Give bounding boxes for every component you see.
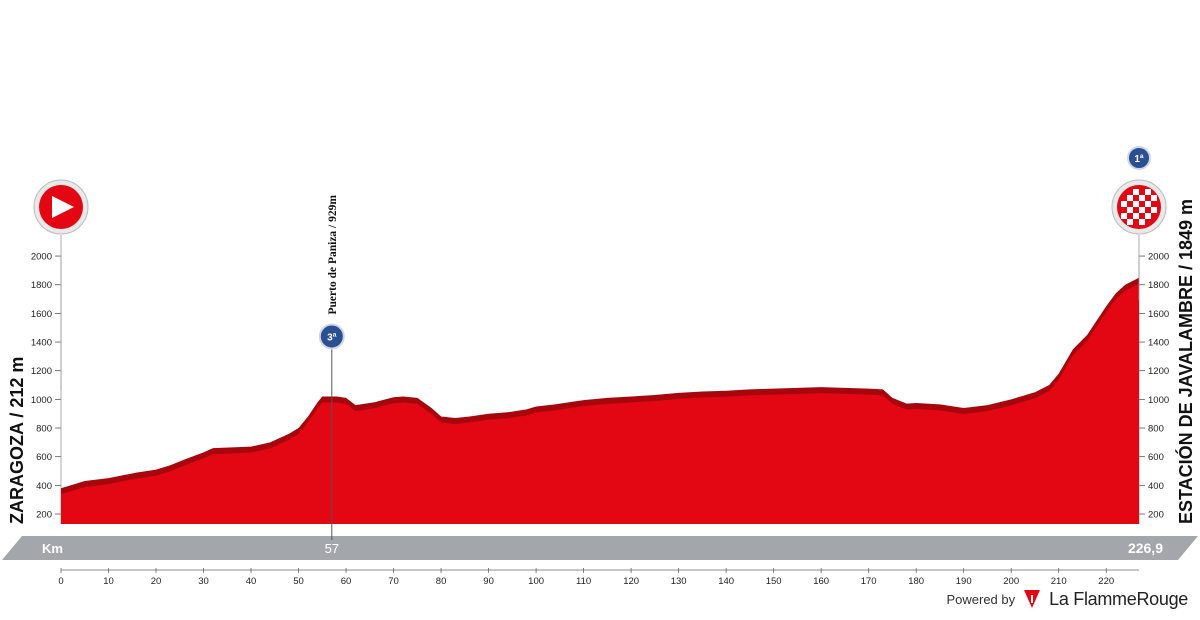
x-tick-label: 210 <box>1051 576 1067 587</box>
finish-checker-cell <box>1139 207 1145 213</box>
powered-by-text: Powered by <box>946 591 1016 607</box>
y-tick-right-label: 1600 <box>1148 309 1169 320</box>
x-tick-label: 60 <box>341 576 352 587</box>
finish-checker-cell <box>1121 213 1127 219</box>
footer-credit: Powered by La FlammeRouge <box>946 588 1188 610</box>
climb-category-label: 3ª <box>327 332 337 343</box>
finish-checker-cell <box>1121 201 1127 207</box>
y-tick-left-label: 1600 <box>31 309 52 320</box>
distance-axis-label: Km <box>42 541 63 556</box>
finish-checker-cell <box>1127 195 1133 201</box>
climb-name-label: Puerto de Paniza / 929m <box>327 195 339 315</box>
distance-band <box>2 536 1198 560</box>
x-tick-label: 70 <box>388 576 399 587</box>
x-tick-label: 40 <box>246 576 257 587</box>
y-tick-right-label: 600 <box>1148 452 1164 463</box>
y-tick-left-label: 400 <box>36 481 52 492</box>
y-tick-right-label: 1800 <box>1148 280 1169 291</box>
finish-checker-cell <box>1127 219 1133 225</box>
x-tick-label: 20 <box>151 576 162 587</box>
x-tick-label: 140 <box>718 576 734 587</box>
brand-name: La FlammeRouge <box>1049 588 1188 609</box>
x-tick-label: 200 <box>1003 576 1019 587</box>
x-tick-label: 110 <box>576 576 591 587</box>
climb-km-label: 57 <box>325 541 339 556</box>
finish-checker-cell <box>1145 189 1151 195</box>
finish-checker-cell <box>1151 195 1157 201</box>
y-tick-left-label: 1000 <box>31 395 52 406</box>
finish-category-label: 1ª <box>1134 154 1144 165</box>
finish-checker-cell <box>1127 207 1133 213</box>
finish-checker-cell <box>1133 189 1139 195</box>
finish-checker-cell <box>1139 195 1145 201</box>
x-tick-label: 30 <box>198 576 209 587</box>
finish-category-badge-icon <box>1127 146 1151 170</box>
x-tick-label: 0 <box>58 576 63 587</box>
x-tick-label: 220 <box>1098 576 1114 587</box>
x-tick-label: 190 <box>956 576 972 587</box>
y-tick-left-label: 200 <box>36 510 52 521</box>
y-tick-right-label: 2000 <box>1148 252 1169 263</box>
x-tick-label: 160 <box>813 576 829 587</box>
y-tick-left-label: 800 <box>36 424 52 435</box>
x-tick-label: 150 <box>766 576 782 587</box>
y-tick-right-label: 200 <box>1148 510 1164 521</box>
finish-checker-cell <box>1139 219 1145 225</box>
y-tick-right-label: 1200 <box>1148 366 1169 377</box>
x-tick-label: 130 <box>671 576 687 587</box>
y-tick-left-label: 1800 <box>31 280 52 291</box>
x-tick-label: 90 <box>483 576 494 587</box>
x-tick-label: 180 <box>908 576 924 587</box>
x-tick-label: 120 <box>623 576 639 587</box>
y-tick-left-label: 1400 <box>31 338 52 349</box>
start-location-label: ZARAGOZA / 212 m <box>7 357 27 524</box>
y-tick-right-label: 400 <box>1148 481 1164 492</box>
finish-checker-cell <box>1133 213 1139 219</box>
finish-location-label: ESTACIÓN DE JAVALAMBRE / 1849 m <box>1175 199 1196 524</box>
finish-checker-cell <box>1145 213 1151 219</box>
x-tick-label: 80 <box>436 576 447 587</box>
profile-area <box>61 283 1139 524</box>
finish-checker-cell <box>1151 207 1157 213</box>
climb-category-badge-icon <box>318 323 345 350</box>
x-tick-label: 10 <box>103 576 114 587</box>
x-tick-label: 100 <box>528 576 544 587</box>
start-arrow-icon <box>52 196 74 218</box>
x-tick-label: 170 <box>861 576 877 587</box>
finish-checker-cell <box>1145 201 1151 207</box>
y-tick-left-label: 1200 <box>31 366 52 377</box>
y-tick-left-label: 2000 <box>31 252 52 263</box>
total-distance-label: 226,9 <box>1128 540 1163 556</box>
flamme-rouge-logo-icon <box>1024 590 1041 608</box>
y-tick-left-label: 600 <box>36 452 52 463</box>
y-tick-right-label: 1000 <box>1148 395 1169 406</box>
x-tick-label: 50 <box>293 576 304 587</box>
finish-checker-cell <box>1133 201 1139 207</box>
y-tick-right-label: 1400 <box>1148 338 1169 349</box>
y-tick-right-label: 800 <box>1148 424 1164 435</box>
